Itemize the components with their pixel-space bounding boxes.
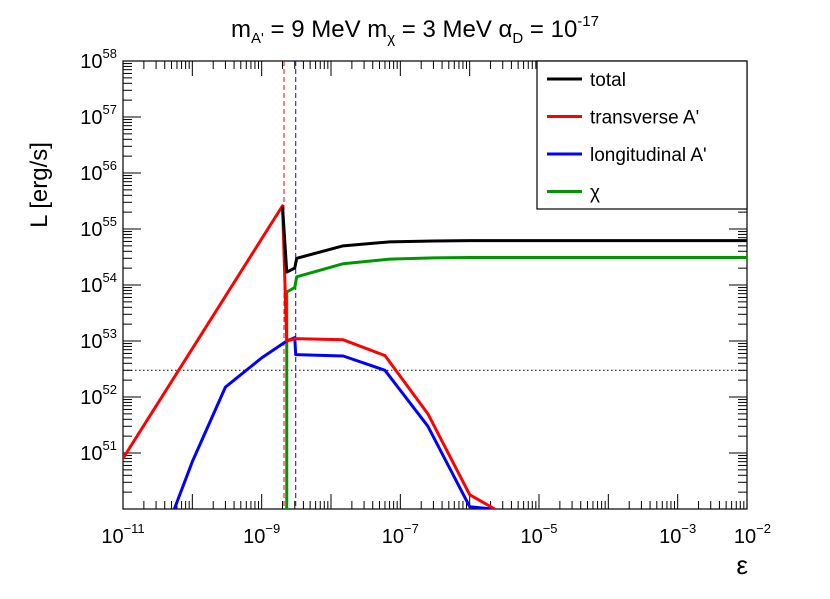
legend-label-total: total: [590, 70, 626, 91]
y-axis-label: L [erg/s]: [26, 142, 53, 228]
y-tick-label: 1055: [80, 214, 117, 241]
x-tick-label: 10−5: [520, 521, 557, 548]
y-tick-label: 1057: [80, 102, 117, 129]
series-line-total: [281, 206, 747, 274]
x-axis-label: ε: [736, 550, 748, 580]
legend-label-longitudinal-a: longitudinal A': [590, 145, 707, 166]
title-m-aprime-symbol: m: [231, 16, 251, 43]
y-tick-label: 1054: [80, 270, 117, 297]
series-line-longitudinal-a: [172, 336, 493, 509]
legend: total transverse A' longitudinal A' χ: [536, 60, 748, 210]
x-tick-label: 10−9: [243, 521, 280, 548]
chart-title: mA' = 9 MeV mχ = 3 MeV αD = 10-17: [231, 13, 599, 47]
y-tick-label: 1058: [80, 46, 117, 73]
x-tick-label: 10−7: [382, 521, 419, 548]
legend-box: [536, 60, 748, 210]
series-line-transverse-a: [123, 204, 496, 509]
y-tick-label: 1052: [80, 382, 117, 409]
title-alpha-d-exponent: -17: [577, 13, 599, 30]
x-tick-label: 10−3: [659, 521, 696, 548]
title-m-aprime-subscript: A': [251, 30, 264, 47]
x-tick-label: 10−11: [101, 521, 144, 548]
y-tick-label: 1051: [80, 438, 117, 465]
y-tick-label: 1056: [80, 158, 117, 185]
y-tick-label: 1053: [80, 326, 117, 353]
series-lines: [123, 204, 747, 509]
legend-label-transverse-a: transverse A': [590, 108, 699, 129]
y-axis-tick-labels: 1051 1052 1053 1054 1055 1056 1057 1058: [80, 46, 117, 465]
x-tick-label: 10−2: [734, 521, 771, 548]
title-alpha-d-subscript: D: [512, 30, 523, 47]
legend-label-chi: χ: [590, 183, 600, 204]
title-m-chi-symbol: m: [367, 16, 387, 43]
series-line-chi: [285, 255, 747, 509]
title-m-chi-subscript: χ: [387, 30, 395, 47]
x-axis-tick-labels: 10−11 10−9 10−7 10−5 10−3 10−2: [101, 521, 771, 548]
title-alpha-d-value: = 10: [523, 16, 577, 43]
title-m-aprime-value: = 9 MeV: [264, 16, 367, 43]
title-alpha-d-symbol: α: [499, 16, 513, 43]
title-m-chi-value: = 3 MeV: [395, 16, 498, 43]
